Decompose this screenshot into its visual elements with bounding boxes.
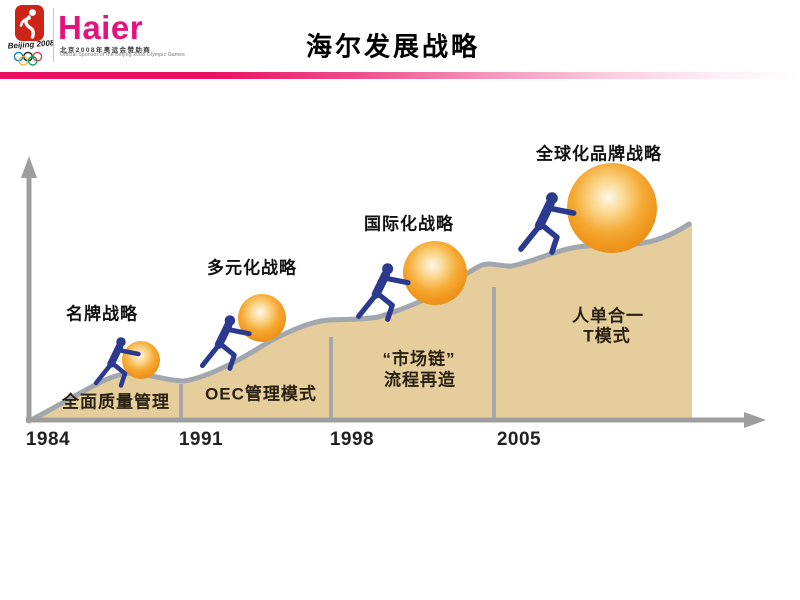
year-label-1998: 1998 <box>329 429 375 450</box>
haier-sponsor-caption-en: Official Sponsor of the Beijing 2008 Oly… <box>60 52 185 58</box>
year-label-1991: 1991 <box>178 429 224 450</box>
ball-phase-1 <box>122 341 160 379</box>
accent-gradient-bar <box>0 72 800 79</box>
ball-phase-4 <box>567 163 657 253</box>
slide-title: 海尔发展战略 <box>305 32 481 63</box>
logo-divider <box>53 8 54 62</box>
year-label-1984: 1984 <box>25 429 71 450</box>
slope-fill <box>29 222 692 421</box>
strategy-label-3: 国际化战略 <box>364 214 454 234</box>
haier-sponsor-caption-cn: 北京2008年奥运会赞助商 <box>60 47 152 54</box>
y-axis-arrow-icon <box>21 156 37 178</box>
management-label-1: 全面质量管理 <box>62 392 170 412</box>
strategy-label-4: 全球化品牌战略 <box>536 144 662 164</box>
ball-phase-3 <box>403 241 467 305</box>
management-label-3-line-1: “市场链” <box>382 349 456 369</box>
beijing-2008-emblem-icon <box>15 5 44 41</box>
year-label-2005: 2005 <box>496 429 542 450</box>
header: Beijing 2008 Haier 北京2008年奥运会赞助商 Officia… <box>0 0 800 72</box>
haier-logo: Haier <box>58 9 144 46</box>
ball-phase-2 <box>238 294 286 342</box>
x-axis-arrow-icon <box>744 412 766 428</box>
strategy-label-1: 名牌战略 <box>66 304 138 324</box>
management-label-2: OEC管理模式 <box>205 384 317 404</box>
management-label-4-line-1: 人单合一 <box>572 306 644 326</box>
pusher-figure-4 <box>521 192 574 252</box>
management-label-3-line-2: 流程再造 <box>384 370 456 390</box>
strategy-label-2: 多元化战略 <box>207 258 297 278</box>
olympic-rings-icon <box>13 51 43 66</box>
management-label-4-line-2: T模式 <box>583 326 631 346</box>
